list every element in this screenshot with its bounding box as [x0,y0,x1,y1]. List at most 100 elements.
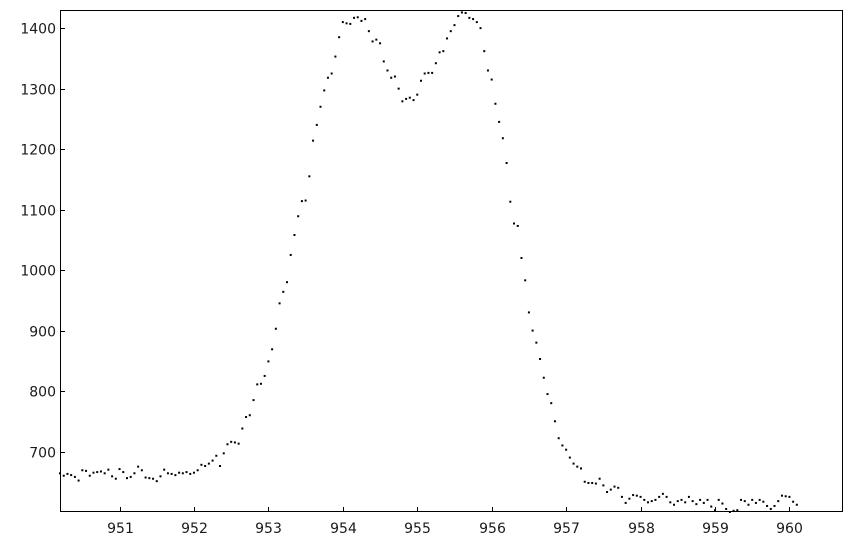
x-tick-label: 954 [330,521,357,537]
y-tick-label: 1400 [20,22,56,38]
data-point [122,471,125,474]
data-point [73,475,76,478]
data-point [602,484,605,487]
data-point [300,200,303,203]
data-point [371,40,374,43]
data-point [777,500,780,503]
data-point [635,494,638,497]
data-point [367,30,370,33]
data-point [695,503,698,506]
data-point [732,509,735,512]
data-point [453,24,456,27]
data-point [419,79,422,82]
data-point [516,224,519,227]
data-point [550,402,553,405]
data-point [580,467,583,470]
data-point [795,503,798,506]
data-point [274,327,277,330]
data-point [338,36,341,39]
data-point [583,480,586,483]
data-point [762,500,765,503]
data-point [185,471,188,474]
data-point [349,22,352,25]
data-point [166,472,169,475]
data-point [125,477,128,480]
data-point [140,469,143,472]
data-point [77,479,80,482]
data-point [758,498,761,501]
data-point [323,89,326,92]
data-point [360,19,363,22]
data-point [691,500,694,503]
data-point [181,472,184,475]
data-point [379,42,382,45]
x-tick-label: 957 [553,521,580,537]
y-tick-label: 1300 [20,83,56,99]
data-point [475,21,478,24]
data-point [390,76,393,79]
data-point [557,437,560,440]
data-point [676,500,679,503]
data-point [568,456,571,459]
data-point [788,495,791,498]
data-point [446,37,449,40]
data-point [527,311,530,314]
data-point [334,55,337,58]
data-point [539,357,542,360]
data-point [457,15,460,18]
data-point [70,474,73,477]
data-point [319,105,322,108]
data-point [792,500,795,503]
data-point [780,494,783,497]
data-point [364,18,367,21]
data-point [501,137,504,140]
data-point [341,21,344,24]
data-point [620,495,623,498]
data-point [639,495,642,498]
data-point [252,399,255,402]
data-point [598,477,601,480]
data-point [673,503,676,506]
data-point [513,222,516,225]
x-tick-label: 955 [404,521,431,537]
data-point [174,474,177,477]
data-point [464,12,467,15]
data-point [393,75,396,78]
data-point [412,99,415,102]
data-point [356,16,359,19]
data-point [423,72,426,75]
data-point [661,492,664,495]
data-point [96,471,99,474]
data-point [658,495,661,498]
data-point [107,468,110,471]
y-tick-label: 900 [29,325,56,341]
data-point [460,11,463,14]
data-points [59,11,798,513]
data-point [483,50,486,53]
data-point [204,465,207,468]
x-tick-label: 959 [702,521,729,537]
data-point [133,472,136,475]
data-point [304,199,307,202]
data-point [524,279,527,282]
data-point [438,51,441,54]
data-point [192,471,195,474]
data-point [546,393,549,396]
data-point [297,215,300,218]
y-tick-label: 1100 [20,204,56,220]
data-point [747,503,750,506]
data-point [717,498,720,501]
y-tick-label: 1000 [20,264,56,280]
data-point [353,16,355,19]
data-point [330,72,333,75]
data-point [66,472,69,475]
x-tick-label: 960 [776,521,803,537]
data-point [773,504,776,507]
data-point [111,475,114,478]
data-point [207,462,210,465]
data-point [92,471,95,474]
data-point [490,78,493,81]
data-point [654,498,657,501]
data-point [669,501,672,504]
